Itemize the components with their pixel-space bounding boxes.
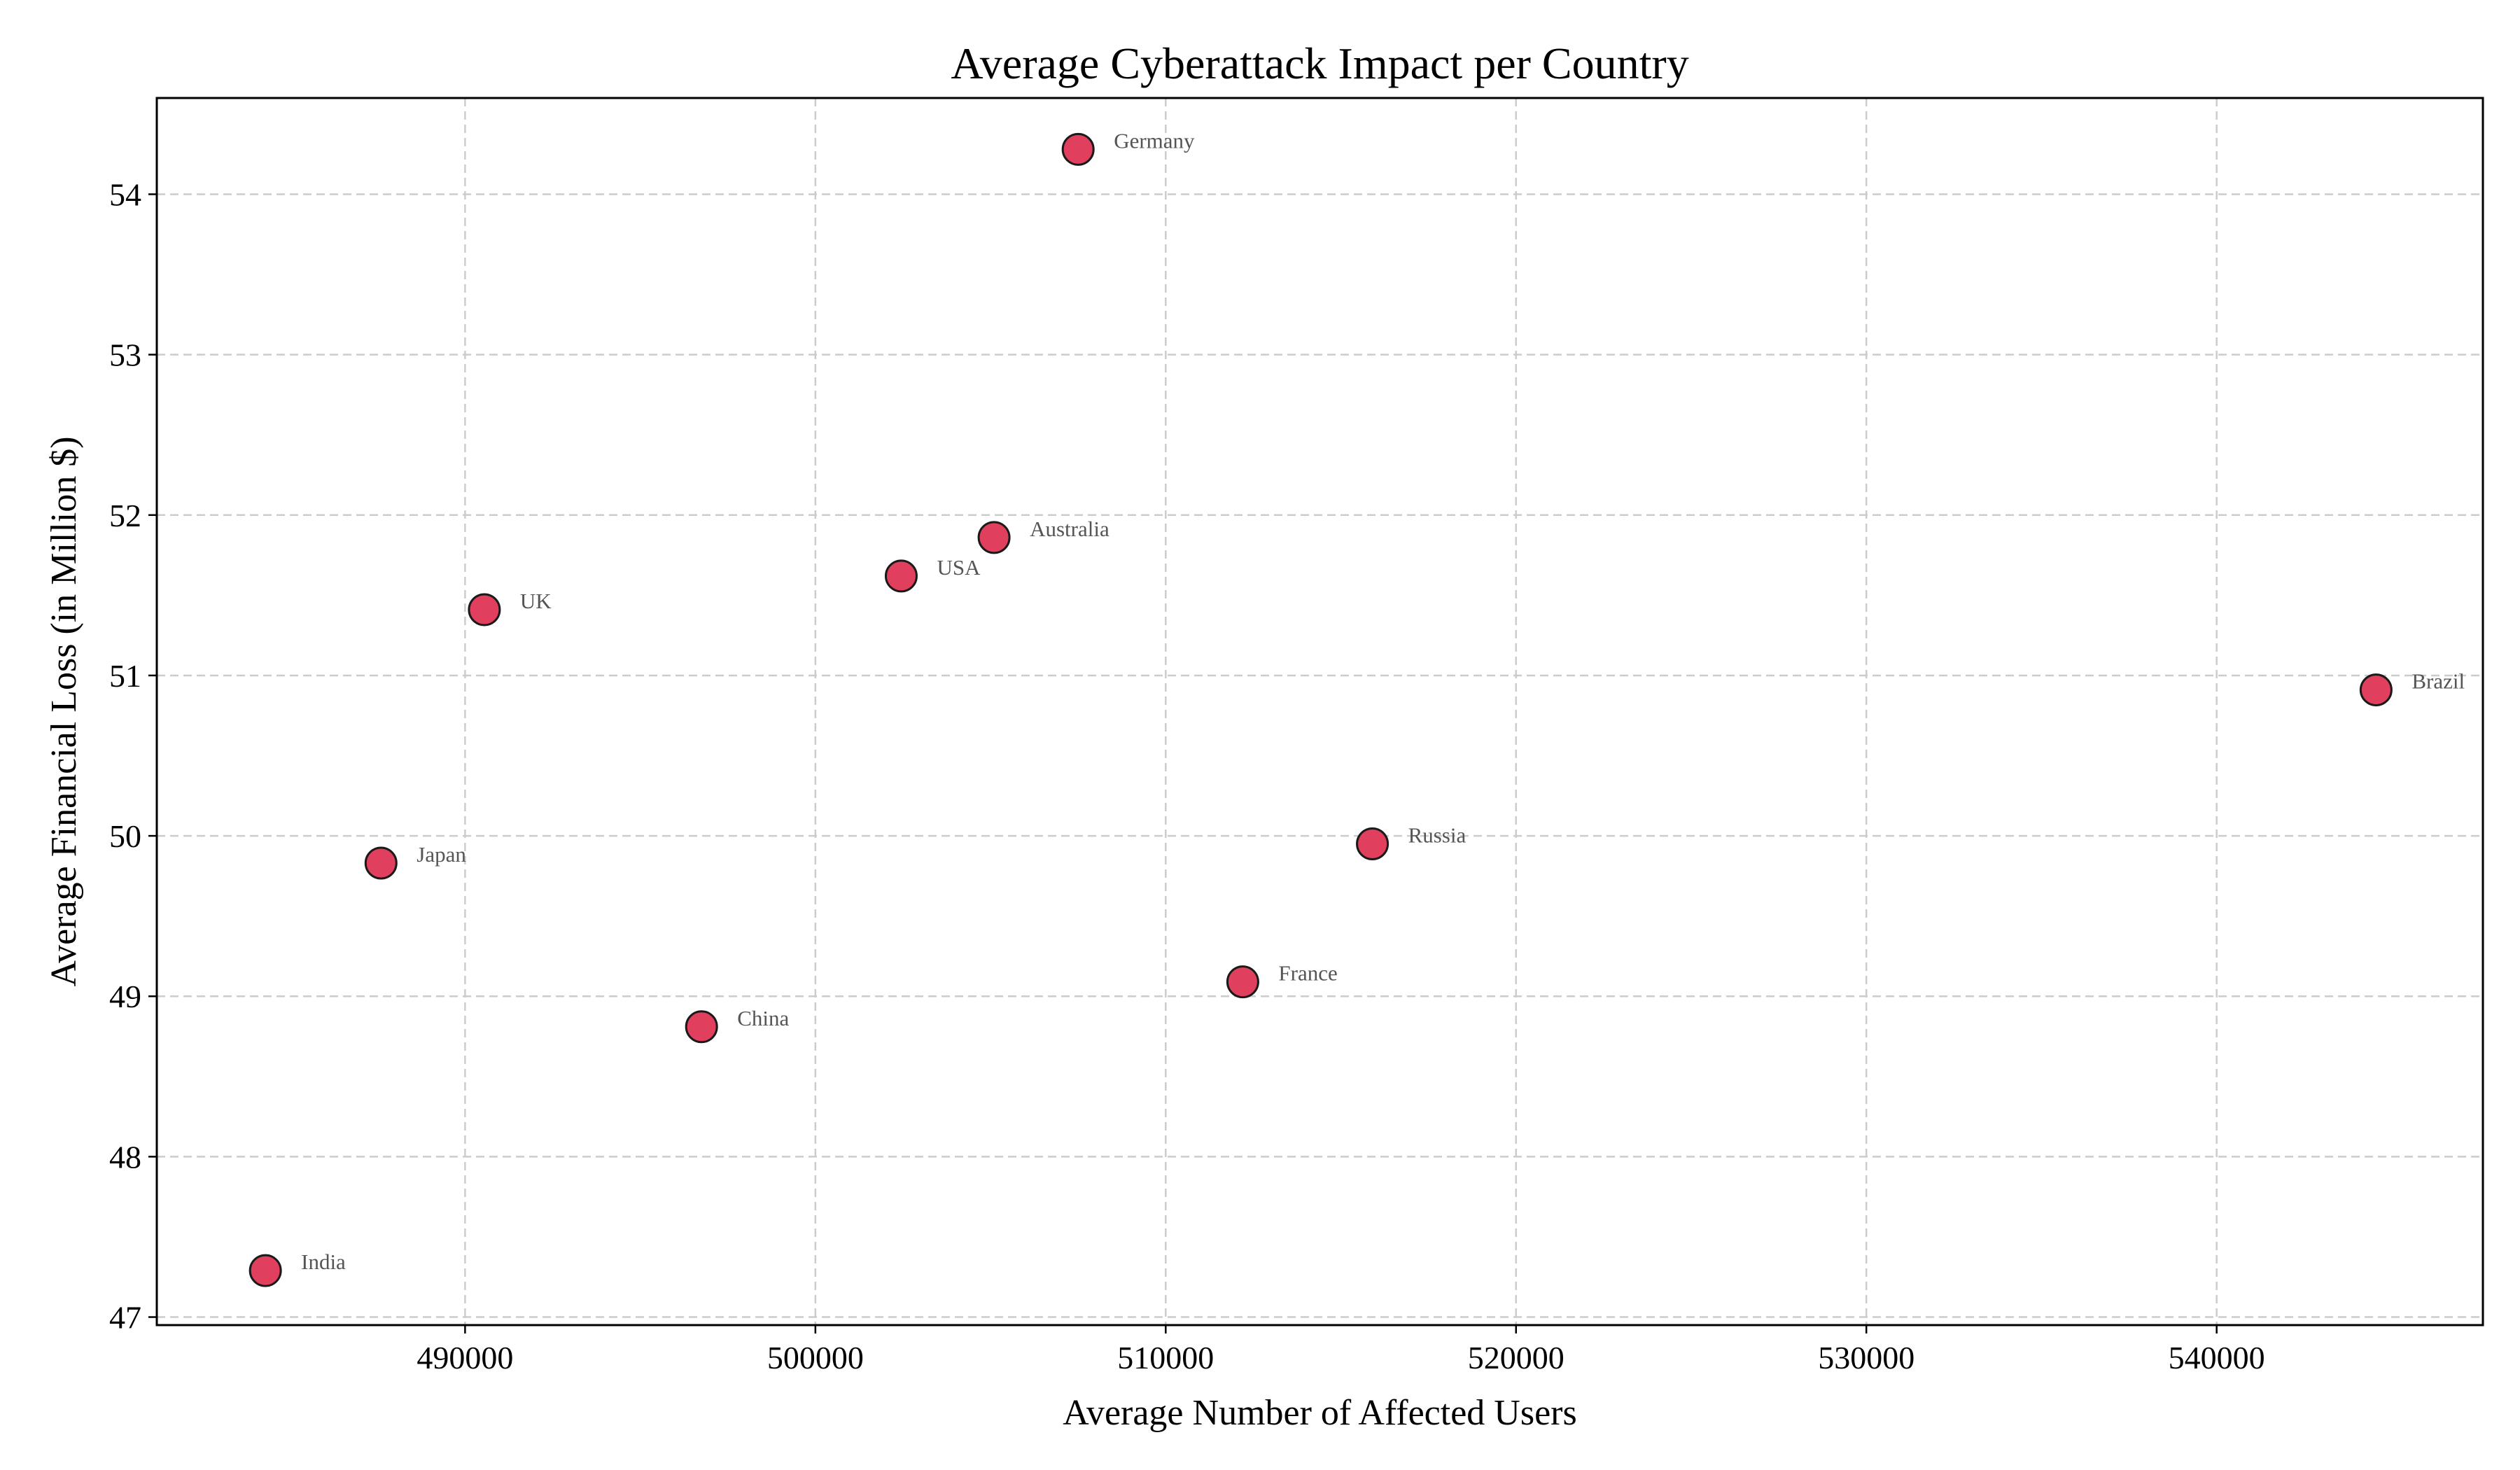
y-tick-label: 52	[109, 498, 141, 533]
data-point	[884, 559, 918, 593]
grid	[157, 98, 2483, 1325]
data-point-label: China	[737, 1006, 789, 1030]
data-point	[977, 521, 1011, 554]
data-point	[248, 1254, 282, 1287]
point-labels: Germany Australia USA UK Brazil Russia Japan Fr…	[301, 128, 2465, 1274]
y-tick-label: 49	[109, 979, 141, 1014]
y-tick-label: 48	[109, 1139, 141, 1175]
data-point-label: USA	[937, 555, 981, 580]
y-tick-label: 51	[109, 658, 141, 694]
data-point	[1061, 132, 1095, 166]
data-point	[468, 593, 501, 626]
y-tick-label: 50	[109, 818, 141, 854]
data-point-label: India	[301, 1250, 346, 1274]
data-point-label: France	[1278, 961, 1337, 986]
data-point	[364, 846, 398, 880]
axis-ticks: 490000 500000 510000 520000 530000 540000 47 48…	[109, 176, 2265, 1376]
x-tick-label: 520000	[1468, 1340, 1564, 1376]
data-point	[1226, 965, 1259, 999]
x-tick-label: 530000	[1818, 1340, 1914, 1376]
x-tick-label: 540000	[2169, 1340, 2265, 1376]
data-point	[2359, 673, 2393, 707]
data-point-label: Russia	[1408, 823, 1466, 848]
y-tick-label: 53	[109, 337, 141, 373]
x-tick-label: 490000	[416, 1340, 513, 1376]
y-axis-label: Average Financial Loss (in Million $)	[44, 436, 84, 986]
y-tick-label: 47	[109, 1300, 141, 1336]
data-point	[1356, 827, 1390, 861]
data-points	[248, 132, 2393, 1287]
chart-title: Average Cyberattack Impact per Country	[951, 38, 1688, 88]
x-tick-label: 510000	[1117, 1340, 1214, 1376]
plot-area-frame	[155, 97, 2484, 1326]
data-point-label: Brazil	[2412, 669, 2465, 694]
data-point-label: Germany	[1114, 128, 1195, 153]
data-point	[685, 1010, 718, 1044]
data-point-label: Japan	[416, 842, 466, 867]
data-point-label: Australia	[1030, 517, 1110, 541]
x-axis-label: Average Number of Affected Users	[1063, 1393, 1576, 1433]
data-point-label: UK	[520, 589, 552, 613]
y-tick-label: 54	[109, 176, 141, 212]
x-tick-label: 500000	[767, 1340, 864, 1376]
